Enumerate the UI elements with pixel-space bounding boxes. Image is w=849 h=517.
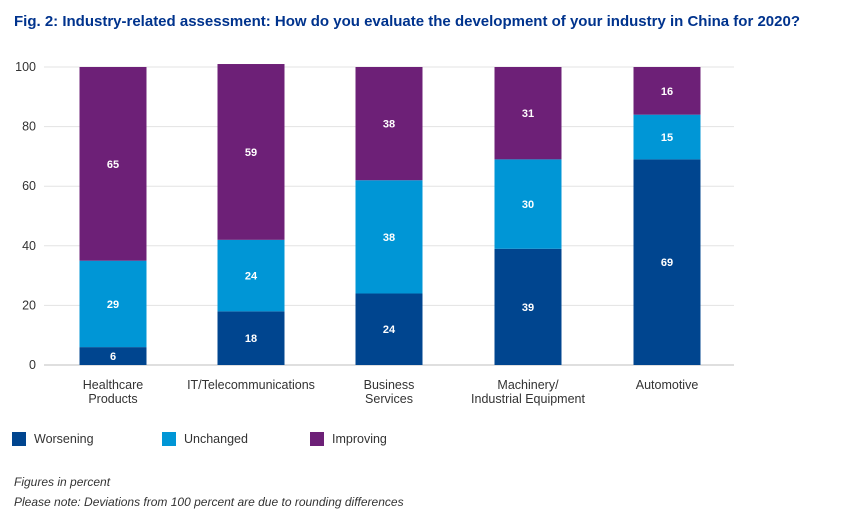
x-category-label: Automotive bbox=[636, 378, 699, 392]
y-tick-label: 20 bbox=[22, 298, 36, 312]
bar-worsening bbox=[217, 311, 285, 365]
bar-value-label: 38 bbox=[383, 119, 395, 131]
y-tick-label: 0 bbox=[29, 358, 36, 372]
bar-unchanged bbox=[79, 260, 147, 348]
x-category-label: Industrial Equipment bbox=[471, 392, 585, 406]
legend-item-worsening: Worsening bbox=[12, 432, 94, 446]
bar-value-label: 6 bbox=[110, 351, 116, 363]
bar-worsening bbox=[494, 248, 562, 365]
x-category-label: Services bbox=[365, 392, 413, 406]
rounding-note: Please note: Deviations from 100 percent… bbox=[14, 495, 404, 509]
bar-value-label: 39 bbox=[522, 302, 534, 314]
y-tick-label: 60 bbox=[22, 179, 36, 193]
bar-unchanged bbox=[633, 114, 701, 160]
bar-improving bbox=[494, 67, 562, 160]
y-tick-label: 100 bbox=[15, 60, 36, 74]
bar-worsening bbox=[79, 347, 147, 365]
legend-item-unchanged: Unchanged bbox=[162, 432, 248, 446]
x-category-label: Business bbox=[364, 378, 415, 392]
bar-value-label: 24 bbox=[383, 324, 396, 336]
bar-worsening bbox=[633, 159, 701, 365]
bar-improving bbox=[79, 67, 147, 261]
bar-improving bbox=[217, 64, 285, 240]
bar-value-label: 69 bbox=[661, 257, 673, 269]
legend-swatch bbox=[310, 432, 324, 446]
bar-value-label: 38 bbox=[383, 232, 395, 244]
legend-item-improving: Improving bbox=[310, 432, 387, 446]
bar-improving bbox=[355, 67, 423, 181]
bar-value-label: 31 bbox=[522, 108, 534, 120]
x-category-label: Healthcare bbox=[83, 378, 143, 392]
bar-value-label: 29 bbox=[107, 299, 119, 311]
legend-label: Worsening bbox=[34, 432, 94, 446]
bar-value-label: 18 bbox=[245, 333, 257, 345]
bar-value-label: 59 bbox=[245, 147, 257, 159]
bar-value-label: 15 bbox=[661, 132, 673, 144]
y-tick-label: 80 bbox=[22, 120, 36, 134]
bar-unchanged bbox=[355, 180, 423, 294]
bar-unchanged bbox=[494, 159, 562, 249]
bar-worsening bbox=[355, 293, 423, 365]
bar-value-label: 30 bbox=[522, 199, 534, 211]
legend-label: Unchanged bbox=[184, 432, 248, 446]
bar-value-label: 16 bbox=[661, 86, 673, 98]
bar-unchanged bbox=[217, 239, 285, 312]
bar-value-label: 24 bbox=[245, 271, 258, 283]
legend-label: Improving bbox=[332, 432, 387, 446]
legend-swatch bbox=[12, 432, 26, 446]
x-category-label: Machinery/ bbox=[497, 378, 559, 392]
unit-note: Figures in percent bbox=[14, 475, 111, 489]
bar-value-label: 65 bbox=[107, 159, 119, 171]
chart-title: Fig. 2: Industry-related assessment: How… bbox=[14, 13, 800, 30]
x-category-label: Products bbox=[88, 392, 137, 406]
legend-swatch bbox=[162, 432, 176, 446]
y-tick-label: 40 bbox=[22, 239, 36, 253]
bar-improving bbox=[633, 67, 701, 115]
x-category-label: IT/Telecommunications bbox=[187, 378, 315, 392]
